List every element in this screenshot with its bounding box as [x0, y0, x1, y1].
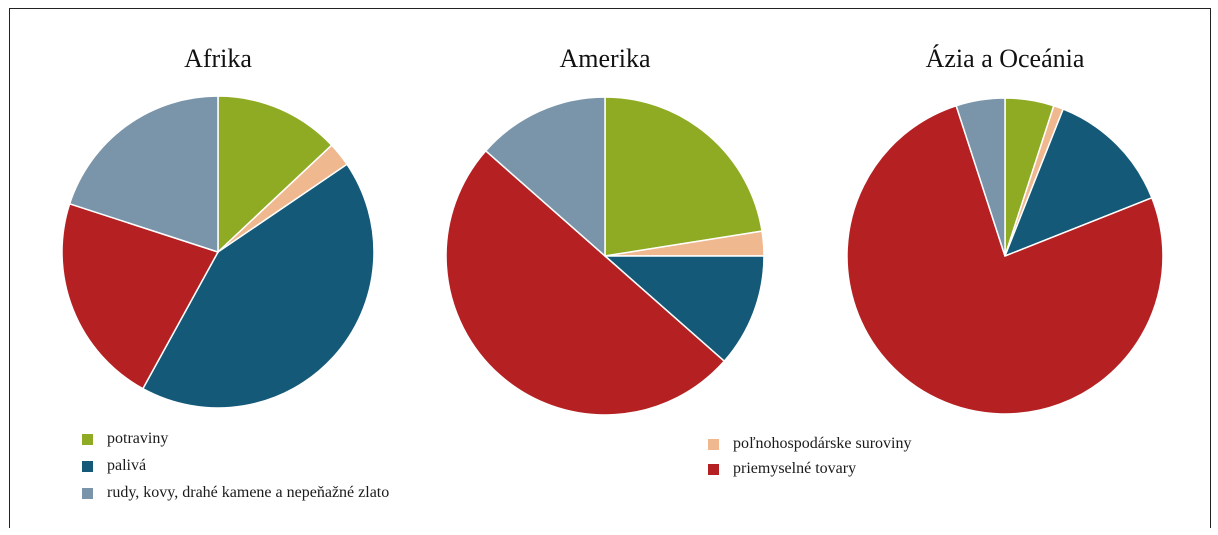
pie-chart-2: Amerika	[445, 44, 765, 416]
pie-slice	[1003, 108, 1153, 258]
legend-swatch	[82, 460, 93, 472]
pie-slice	[603, 255, 765, 363]
legend-swatch	[82, 433, 93, 445]
legend-item-potraviny: potraviny	[82, 430, 168, 448]
legend-item-priemyselne: priemyselné tovary	[708, 460, 856, 478]
chart-title: Afrika	[184, 44, 252, 73]
pie-slice	[955, 97, 1006, 257]
legend-swatch	[82, 487, 93, 499]
legend-item-paliva: palivá	[82, 457, 146, 475]
pie-slice	[846, 104, 1164, 415]
chart-frame	[9, 8, 1211, 528]
legend-label: poľnohospodárske suroviny	[733, 435, 912, 452]
pie-slice	[604, 96, 763, 257]
chart-title: Ázia a Oceánia	[926, 44, 1085, 73]
pie-chart-3: Ázia a Oceánia	[846, 44, 1164, 415]
legend-swatch	[708, 438, 719, 450]
legend-label: potraviny	[107, 430, 169, 447]
pie-slice	[445, 149, 726, 416]
legend-item-rudy: rudy, kovy, drahé kamene a nepeňažné zla…	[82, 484, 389, 502]
legend-swatch	[708, 463, 719, 475]
legend-label: rudy, kovy, drahé kamene a nepeňažné zla…	[107, 484, 390, 501]
pie-slice	[484, 96, 606, 258]
chart-title: Amerika	[560, 44, 651, 73]
pie-chart-1: Afrika	[61, 44, 375, 409]
pie-slice	[141, 163, 375, 409]
pie-slice	[217, 95, 333, 254]
pie-slice	[61, 202, 220, 390]
legend-label: palivá	[107, 457, 147, 474]
legend-item-polnohospodarske: poľnohospodárske suroviny	[708, 435, 911, 453]
legend-label: priemyselné tovary	[733, 460, 857, 477]
pie-slice	[68, 95, 219, 254]
